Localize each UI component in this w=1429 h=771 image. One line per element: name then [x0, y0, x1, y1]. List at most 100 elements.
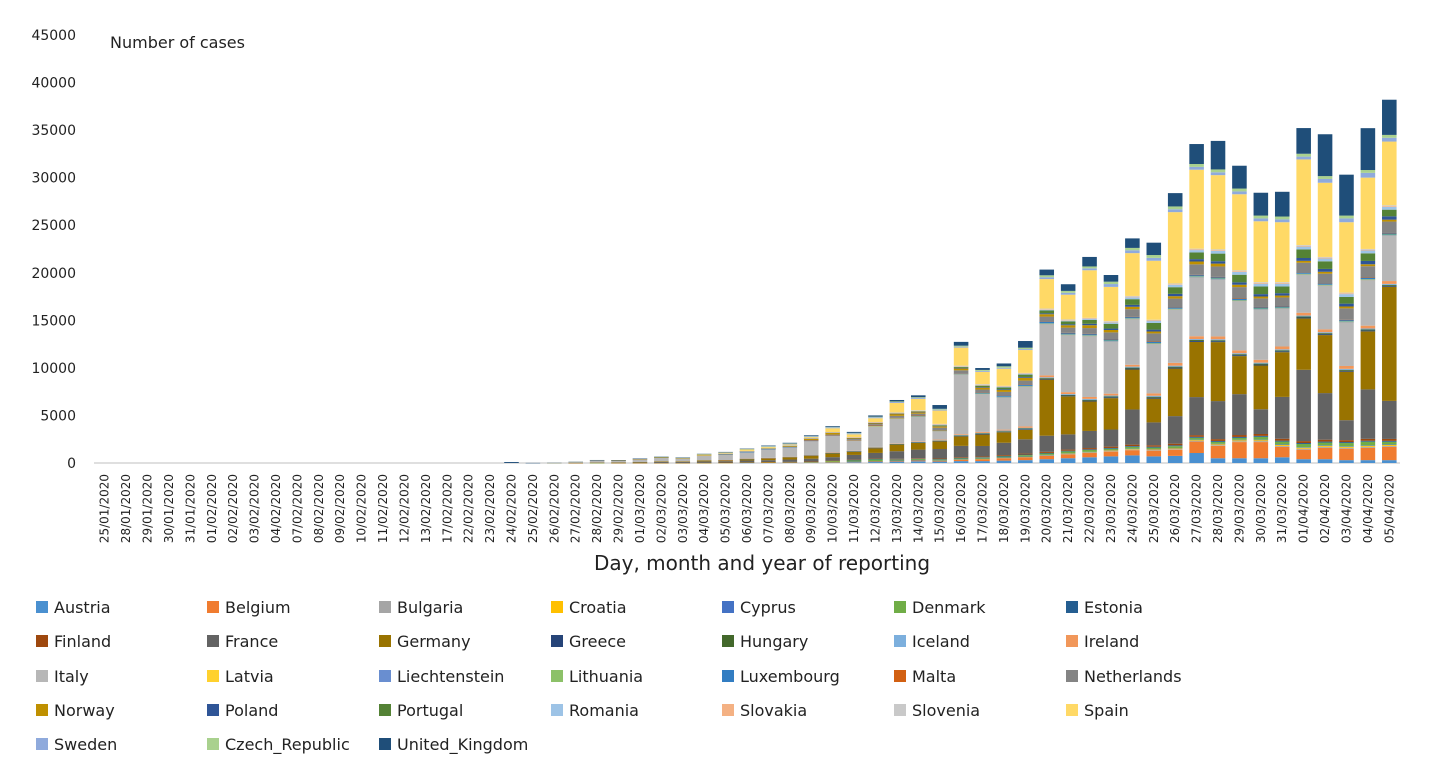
bar-segment	[953, 436, 969, 446]
bar-segment	[1253, 309, 1269, 360]
bar-segment	[782, 445, 798, 447]
x-tick-label: 26/02/2020	[547, 474, 561, 543]
bar-segment	[1317, 439, 1333, 442]
bar-segment	[1274, 216, 1290, 220]
bar-segment	[1274, 440, 1290, 442]
legend-item: Iceland	[894, 631, 970, 651]
bar-segment	[1082, 449, 1097, 452]
bar-segment	[1125, 444, 1140, 447]
bar-segment	[1125, 247, 1140, 251]
bar-segment	[675, 458, 691, 462]
bar-segment	[1317, 271, 1333, 274]
bar-segment	[1210, 401, 1226, 440]
bar-segment	[868, 448, 883, 453]
bar-segment	[932, 441, 947, 450]
bar-segment	[1167, 362, 1183, 366]
bar-segment	[1060, 324, 1076, 326]
bar-segment	[1039, 316, 1055, 322]
bar-segment	[825, 434, 840, 436]
bar-segment	[1039, 269, 1055, 276]
bar-segment	[761, 449, 776, 458]
bar-segment	[1146, 449, 1162, 451]
x-tick-label: 07/02/2020	[290, 474, 304, 543]
bar-segment	[953, 459, 969, 462]
legend-swatch	[207, 704, 219, 716]
legend-swatch	[36, 670, 48, 682]
bar-segment	[1296, 316, 1311, 318]
bar-segment	[1167, 448, 1183, 450]
bar-segment	[1317, 332, 1333, 334]
bar-segment	[1146, 450, 1162, 457]
bar-segment	[1382, 438, 1397, 441]
legend-item: France	[207, 631, 278, 651]
bar-segment	[975, 387, 990, 390]
bar-segment	[1018, 384, 1033, 386]
bar-segment	[1232, 282, 1247, 285]
bar-segment	[1317, 334, 1333, 336]
bar-segment	[932, 423, 947, 425]
legend-label: Luxembourg	[740, 666, 840, 686]
bar-segment	[975, 459, 990, 462]
bar-segment	[996, 460, 1012, 463]
x-tick-label: 01/03/2020	[633, 474, 647, 543]
x-tick-label: 08/03/2020	[783, 474, 797, 543]
bar-segment	[1232, 441, 1247, 443]
bar-segment	[1189, 453, 1204, 463]
bar-segment	[889, 451, 905, 459]
bar-segment	[1189, 248, 1204, 250]
bar-segment	[846, 431, 862, 433]
x-tick-label: 03/03/2020	[676, 474, 690, 543]
bar-segment	[1146, 319, 1162, 321]
bar-segment	[1339, 460, 1354, 463]
bar-segment	[1296, 156, 1311, 160]
legend-item: Austria	[36, 597, 111, 617]
bar-segment	[1296, 315, 1311, 317]
legend-label: Germany	[397, 631, 471, 651]
bar-segment	[1018, 374, 1033, 375]
bar-segment	[1253, 365, 1269, 410]
bar-segment	[911, 411, 926, 412]
bar-segment	[1082, 328, 1097, 334]
legend-label: Norway	[54, 700, 115, 720]
bar-segment	[868, 461, 883, 463]
bar-segment	[1296, 441, 1311, 444]
bar-segment	[1018, 427, 1033, 429]
bar-segment	[1103, 446, 1119, 448]
legend-item: Slovakia	[722, 700, 807, 720]
bar-segment	[589, 460, 605, 463]
bar-segment	[718, 452, 733, 454]
x-tick-label: 17/03/2020	[976, 474, 990, 543]
x-tick-label: 21/03/2020	[1061, 474, 1075, 543]
bar-segment	[1317, 257, 1333, 259]
x-tick-label: 11/02/2020	[376, 474, 390, 543]
bar-segment	[975, 392, 990, 394]
y-axis: 0 5000 10000 15000 20000 25000 30000 35000 40000…	[31, 28, 76, 472]
bar-segment	[675, 461, 691, 463]
bar-segment	[803, 437, 819, 439]
bar-segment	[1125, 304, 1140, 307]
bar-segment	[1210, 250, 1226, 251]
bar-segment	[1060, 394, 1076, 395]
bar-segment	[1339, 420, 1354, 441]
bar-segment	[911, 397, 926, 399]
bar-segment	[1317, 176, 1333, 179]
bar-segment	[1232, 194, 1247, 271]
bar-segment	[1189, 440, 1204, 441]
bar-segment	[1039, 455, 1055, 460]
x-tick-label: 29/02/2020	[612, 474, 626, 543]
legend-label: Iceland	[912, 631, 970, 651]
bar-segment	[1060, 458, 1076, 463]
bar-segment	[1146, 398, 1162, 423]
legend-label: Greece	[569, 631, 626, 651]
bar-segment	[1167, 283, 1183, 285]
bar-segment	[1146, 343, 1162, 344]
bar-segment	[1210, 336, 1226, 340]
bar-segment	[868, 423, 883, 425]
bar-segment	[611, 460, 626, 463]
bar-segment	[1125, 446, 1140, 447]
bar-segment	[889, 413, 905, 416]
bar-segment	[1210, 445, 1226, 459]
bar-segment	[1382, 441, 1397, 445]
legend-item: Cyprus	[722, 597, 796, 617]
bar-segment	[932, 431, 947, 440]
